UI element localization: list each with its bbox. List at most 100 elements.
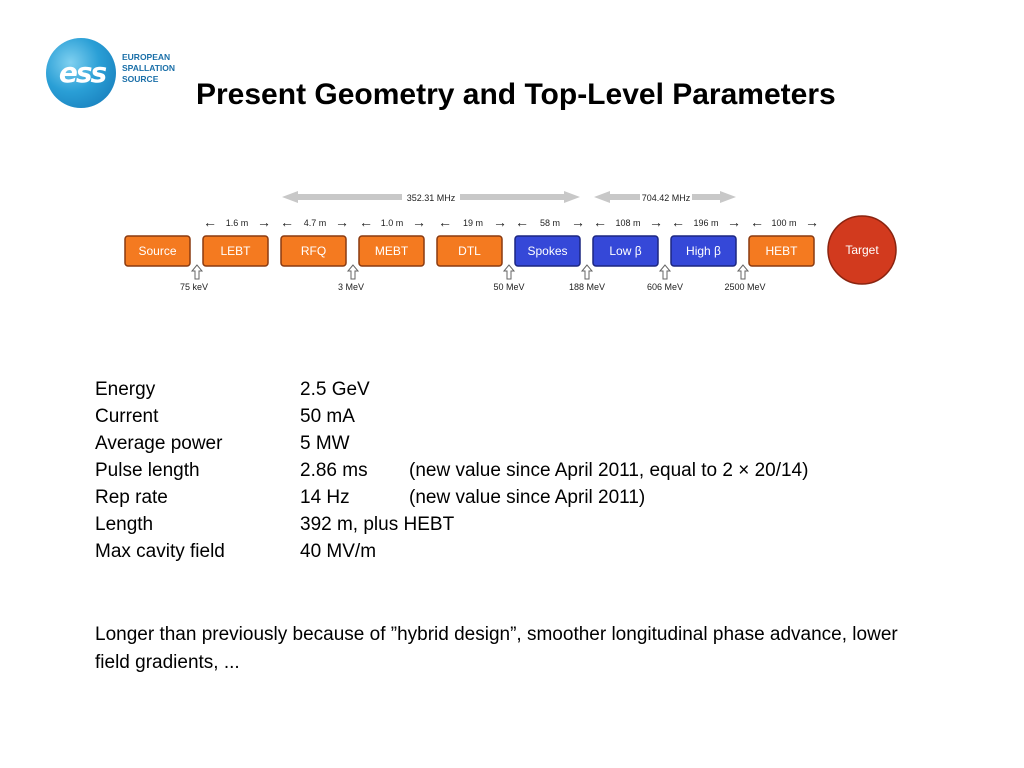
parameter-value: 5 MW xyxy=(300,433,350,454)
section-label: MEBT xyxy=(375,244,409,258)
left-arrow-icon: ← xyxy=(359,214,373,230)
section-label: Spokes xyxy=(527,244,567,258)
parameter-value: 2.5 GeV xyxy=(300,379,370,400)
parameter-note: (new value since April 2011) xyxy=(409,487,646,508)
parameter-row: Current 50 mA xyxy=(95,403,808,430)
linac-diagram: 352.31 MHz 704.42 MHz 1.6 m 4.7 m 1.0 m … xyxy=(124,191,897,292)
parameter-value: 392 m, plus HEBT xyxy=(300,514,455,535)
energy-label: 188 MeV xyxy=(569,282,605,292)
parameter-row: Energy 2.5 GeV xyxy=(95,376,808,403)
parameter-table: Energy 2.5 GeV Current 50 mA Average pow… xyxy=(95,376,808,565)
section-label: Low β xyxy=(609,244,641,258)
length-label: 196 m xyxy=(693,218,718,228)
length-label: 1.6 m xyxy=(226,218,249,228)
section-box-mebt xyxy=(358,235,425,267)
right-arrow-icon: → xyxy=(257,214,271,230)
frequency-arrow xyxy=(594,191,640,203)
up-arrow-icon xyxy=(346,264,360,280)
energy-label: 606 MeV xyxy=(647,282,683,292)
up-arrow-icon xyxy=(580,264,594,280)
section-box-low-beta xyxy=(592,235,659,267)
parameter-name: Energy xyxy=(95,379,156,400)
frequency-label: 704.42 MHz xyxy=(642,193,691,203)
frequency-arrow xyxy=(692,191,736,203)
section-label: Target xyxy=(845,243,879,257)
length-label: 58 m xyxy=(540,218,560,228)
length-label: 108 m xyxy=(615,218,640,228)
ess-logo-letters: ess xyxy=(58,56,107,89)
length-arrows: ← → ← → ← → ← → ← → ← → ← → ← → xyxy=(203,214,819,230)
ess-logo-mark: ess xyxy=(46,38,116,108)
section-box-lebt xyxy=(202,235,269,267)
section-label: RFQ xyxy=(301,244,326,258)
energy-marker: 3 MeV xyxy=(338,264,364,292)
parameter-row: Rep rate 14 Hz (new value since April 20… xyxy=(95,484,808,511)
parameter-value: 2.86 ms xyxy=(300,460,368,481)
parameter-value: 14 Hz xyxy=(300,487,350,508)
energy-marker: 75 keV xyxy=(180,264,208,292)
left-arrow-icon: ← xyxy=(750,214,764,230)
up-arrow-icon xyxy=(658,264,672,280)
section-label: DTL xyxy=(458,244,481,258)
right-arrow-icon: → xyxy=(335,214,349,230)
parameter-name: Average power xyxy=(95,433,223,454)
design-note: Longer than previously because of ”hybri… xyxy=(95,624,898,673)
parameter-name: Pulse length xyxy=(95,460,200,481)
frequency-arrow xyxy=(282,191,402,203)
energy-marker: 188 MeV xyxy=(569,264,605,292)
energy-label: 3 MeV xyxy=(338,282,364,292)
right-arrow-icon: → xyxy=(412,214,426,230)
section-box-high-beta xyxy=(670,235,737,267)
section-label: LEBT xyxy=(220,244,251,258)
left-arrow-icon: ← xyxy=(280,214,294,230)
frequency-band-352: 352.31 MHz xyxy=(282,191,580,203)
section-box-dtl xyxy=(436,235,503,267)
section-box-rfq xyxy=(280,235,347,267)
parameter-value: 40 MV/m xyxy=(300,541,377,562)
right-arrow-icon: → xyxy=(571,214,585,230)
slide-title: Present Geometry and Top-Level Parameter… xyxy=(196,78,836,111)
section-label: High β xyxy=(686,244,721,258)
left-arrow-icon: ← xyxy=(593,214,607,230)
right-arrow-icon: → xyxy=(649,214,663,230)
parameter-note: (new value since April 2011, equal to 2 … xyxy=(409,460,809,481)
energy-marker: 606 MeV xyxy=(647,264,683,292)
logo-line: SPALLATION xyxy=(122,63,176,73)
parameter-name: Rep rate xyxy=(95,487,168,508)
ess-logo-text: EUROPEAN SPALLATION SOURCE xyxy=(122,52,192,85)
parameter-name: Current xyxy=(95,406,159,427)
energy-label: 50 MeV xyxy=(493,282,524,292)
up-arrow-icon xyxy=(502,264,516,280)
up-arrow-icon xyxy=(190,264,204,280)
left-arrow-icon: ← xyxy=(671,214,685,230)
left-arrow-icon: ← xyxy=(203,214,217,230)
logo-line: SOURCE xyxy=(122,74,159,84)
target-circle xyxy=(827,215,897,285)
length-label: 1.0 m xyxy=(381,218,404,228)
right-arrow-icon: → xyxy=(805,214,819,230)
energy-marker: 50 MeV xyxy=(493,264,525,292)
parameter-row: Average power 5 MW xyxy=(95,430,808,457)
section-label: Source xyxy=(138,244,176,258)
frequency-label: 352.31 MHz xyxy=(407,193,456,203)
energy-label: 2500 MeV xyxy=(724,282,765,292)
section-box-hebt xyxy=(748,235,815,267)
frequency-arrow xyxy=(460,191,580,203)
right-arrow-icon: → xyxy=(727,214,741,230)
left-arrow-icon: ← xyxy=(438,214,452,230)
right-arrow-icon: → xyxy=(493,214,507,230)
section-row: Source LEBT RFQ MEBT DTL Spokes Low β Hi… xyxy=(124,215,897,285)
logo-line: EUROPEAN xyxy=(122,52,171,62)
length-label: 19 m xyxy=(463,218,483,228)
section-label: HEBT xyxy=(765,244,798,258)
left-arrow-icon: ← xyxy=(515,214,529,230)
length-row: 1.6 m 4.7 m 1.0 m 19 m 58 m 108 m 196 m … xyxy=(203,214,819,230)
energy-marker: 2500 MeV xyxy=(724,264,766,292)
parameter-row: Length 392 m, plus HEBT xyxy=(95,511,808,538)
energy-label: 75 keV xyxy=(180,282,208,292)
energy-row: 75 keV 3 MeV 50 MeV 188 MeV 606 MeV 2500… xyxy=(180,264,766,292)
parameter-row: Max cavity field 40 MV/m xyxy=(95,538,808,565)
up-arrow-icon xyxy=(736,264,750,280)
parameter-name: Length xyxy=(95,514,154,535)
frequency-band-704: 704.42 MHz xyxy=(594,191,736,203)
